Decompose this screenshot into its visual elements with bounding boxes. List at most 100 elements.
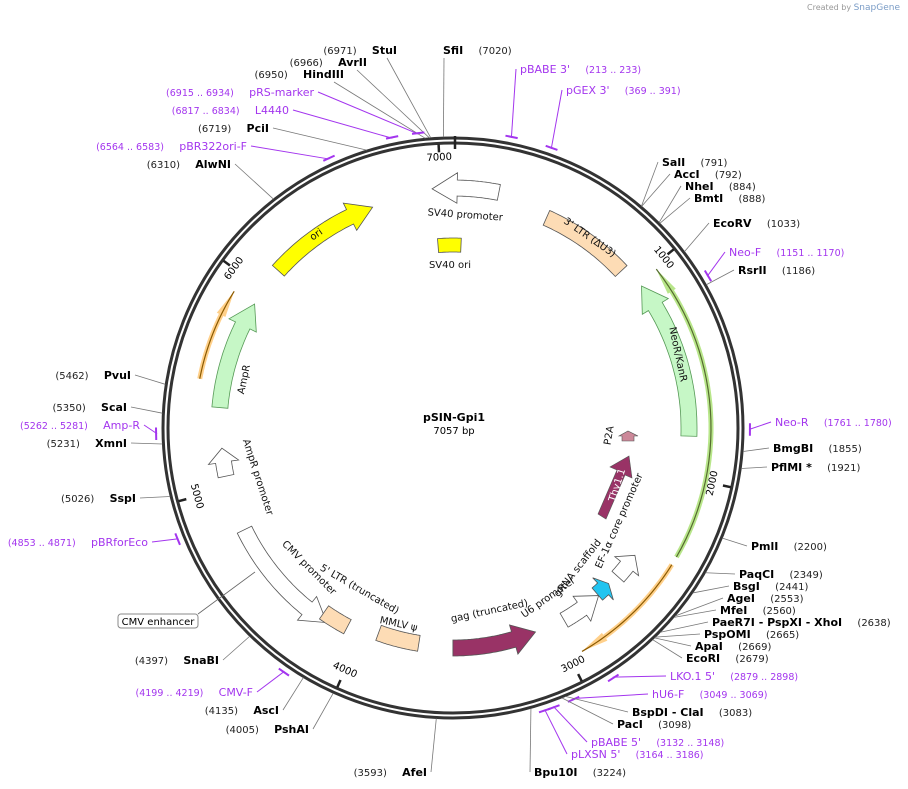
lko-1-5-leader-line xyxy=(612,675,667,678)
ampr-promoter-feature xyxy=(207,447,240,479)
scai-site-label: (5350) ScaI xyxy=(53,396,128,415)
paer7i-pspxi-xhoi-site-label: PaeR7I - PspXI - XhoI (2638) xyxy=(712,611,891,630)
cmv-f-leader-line xyxy=(256,670,285,693)
xmni-site-label: (5231) XmnI xyxy=(47,432,127,451)
neor-kanr-feature xyxy=(641,285,698,437)
apai-site-label: ApaI (2669) xyxy=(695,635,772,654)
paci-site-label: PacI (3098) xyxy=(617,713,691,732)
neo-f-site-label: Neo-F (1151 .. 1170) xyxy=(729,241,844,260)
hindiii-site-label: (6950) HindIII xyxy=(255,63,345,82)
pbabe-3-binding-mark xyxy=(505,134,518,140)
acci-site-label: AccI (792) xyxy=(674,163,742,182)
cmv-f-binding-mark xyxy=(278,667,290,677)
l4440-site-label: (6817 .. 6834) L4440 xyxy=(172,99,289,118)
sspi-leader-line xyxy=(139,496,171,499)
site-position: (884) xyxy=(729,182,756,193)
hu6-f-leader-line xyxy=(573,693,649,700)
pflmi-site-label: PflMI * (1921) xyxy=(771,456,860,475)
bspdi-clai-site-label: BspDI - ClaI (3083) xyxy=(632,701,752,720)
pbrforeco-binding-mark xyxy=(174,532,181,546)
site-position: (1921) xyxy=(827,463,860,474)
site-name: pBR322ori-F xyxy=(179,140,247,153)
site-position: (7020) xyxy=(478,46,511,57)
snapgene-credit: Created by SnapGene xyxy=(807,3,900,13)
pvui-leader-line xyxy=(134,374,166,385)
site-position: (2879 .. 2898) xyxy=(730,672,798,683)
site-name: XmnI xyxy=(95,437,127,450)
site-name: LKO.1 5' xyxy=(670,670,715,683)
site-position: (6915 .. 6934) xyxy=(166,88,234,99)
site-position: (2441) xyxy=(775,582,808,593)
p2a-feature xyxy=(617,430,639,442)
bmti-site-label: BmtI (888) xyxy=(694,187,765,206)
tick-label-7000: 7000 xyxy=(426,152,452,164)
site-name: Bpu10I xyxy=(534,766,578,779)
site-position: (6950) xyxy=(255,70,288,81)
ecori-leader-line xyxy=(652,639,683,659)
rsrii-leader-line xyxy=(706,269,735,286)
site-position: (3049 .. 3069) xyxy=(700,690,768,701)
site-name: SalI xyxy=(662,156,685,169)
pbr322ori-f-leader-line xyxy=(250,145,330,160)
site-position: (791) xyxy=(700,158,727,169)
site-position: (3132 .. 3148) xyxy=(656,738,724,749)
pbr322ori-f-site-label: (6564 .. 6583) pBR322ori-F xyxy=(96,135,247,154)
site-position: (6719) xyxy=(198,124,231,135)
snabi-site-label: (4397) SnaBI xyxy=(135,649,219,668)
site-name: ScaI xyxy=(101,401,127,414)
mmlv-feature xyxy=(375,624,421,652)
site-name: AvrII xyxy=(338,56,367,69)
ecorv-site-label: EcoRV (1033) xyxy=(713,212,800,231)
credit-prefix: Created by xyxy=(807,3,852,12)
site-name: PspOMI xyxy=(704,628,751,641)
site-name: SnaBI xyxy=(183,654,219,667)
site-position: (4853 .. 4871) xyxy=(8,538,76,549)
site-name: Amp-R xyxy=(103,419,140,432)
neo-f-leader-line xyxy=(706,251,726,277)
tick-mark xyxy=(222,259,231,267)
site-name: EcoRI xyxy=(686,652,720,665)
highlight-arc-line xyxy=(199,290,235,379)
sspi-site-label: (5026) SspI xyxy=(61,487,136,506)
highlight-arc-line xyxy=(581,564,673,652)
site-name: BmgBI xyxy=(773,442,813,455)
cmv-enhancer-text: CMV enhancer xyxy=(122,617,196,628)
lko-1-5-site-label: LKO.1 5' (2879 .. 2898) xyxy=(670,665,798,684)
prs-marker-binding-mark xyxy=(411,131,425,135)
site-position: (6564 .. 6583) xyxy=(96,142,164,153)
u6-promoter-feature xyxy=(559,595,600,628)
site-name: PmlI xyxy=(751,540,778,553)
site-name: AccI xyxy=(674,168,700,181)
amp-r-leader-line xyxy=(143,424,158,435)
3-ltr-u3-feature xyxy=(542,209,628,278)
pbabe-5-site-label: pBABE 5' (3132 .. 3148) xyxy=(591,731,724,750)
cmv-promoter-feature xyxy=(236,525,328,624)
site-position: (369 .. 391) xyxy=(625,86,681,97)
site-position: (3593) xyxy=(354,768,387,779)
highlight-arc-line xyxy=(655,268,712,558)
lko-1-5-binding-mark xyxy=(607,673,620,683)
paqci-site-label: PaqCI (2349) xyxy=(739,563,823,582)
site-position: (2560) xyxy=(763,606,796,617)
site-name: PaeR7I - PspXI - XhoI xyxy=(712,616,842,629)
pshai-site-label: (4005) PshAI xyxy=(226,718,309,737)
site-position: (213 .. 233) xyxy=(585,65,641,76)
pflmi-leader-line xyxy=(741,466,768,469)
highlight-arc xyxy=(197,291,235,380)
acci-leader-line xyxy=(641,173,671,207)
site-position: (6966) xyxy=(290,58,323,69)
pmli-site-label: PmlI (2200) xyxy=(751,535,827,554)
highlight-arc xyxy=(582,563,674,652)
site-name: ApaI xyxy=(695,640,723,653)
site-position: (2679) xyxy=(735,654,768,665)
site-name: Neo-F xyxy=(729,246,761,259)
site-name: BspDI - ClaI xyxy=(632,706,704,719)
avrii-site-label: (6966) AvrII xyxy=(290,51,367,70)
site-position: (3098) xyxy=(658,720,691,731)
avrii-leader-line xyxy=(356,69,430,139)
site-name: PflMI * xyxy=(771,461,812,474)
plxsn-5-binding-mark xyxy=(538,707,552,714)
neo-r-leader-line xyxy=(748,421,772,430)
site-position: (5262 .. 5281) xyxy=(20,421,88,432)
sv40-ori-label: SV40 ori xyxy=(429,260,471,271)
